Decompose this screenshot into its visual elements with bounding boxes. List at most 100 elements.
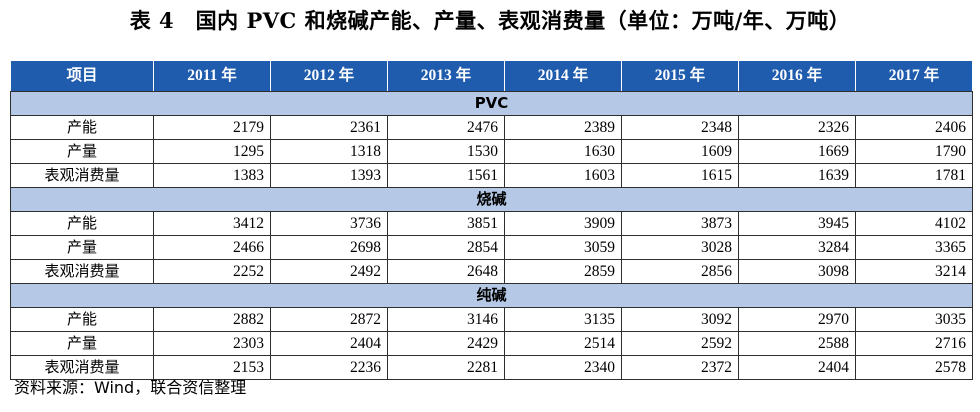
table-cell: 2492 (270, 259, 388, 284)
header-row: 项目 2011 年 2012 年 2013 年 2014 年 2015 年 20… (10, 60, 973, 92)
table-cell: 2648 (387, 259, 505, 284)
table-cell: 3736 (270, 211, 388, 236)
table-cell: 2856 (621, 259, 739, 284)
header-item: 项目 (10, 60, 154, 92)
capacity-table: 项目 2011 年 2012 年 2013 年 2014 年 2015 年 20… (10, 60, 973, 380)
header-year-2014: 2014 年 (504, 60, 622, 92)
table-cell: 1603 (504, 163, 622, 188)
table-cell: 2716 (855, 331, 973, 356)
table-row: 产量 2466 2698 2854 3059 3028 3284 3365 (10, 235, 973, 260)
table-cell: 3945 (738, 211, 856, 236)
table-cell: 2872 (270, 307, 388, 332)
row-label: 产量 (10, 331, 154, 356)
table-cell: 1615 (621, 163, 739, 188)
row-label: 产量 (10, 139, 154, 164)
table-cell: 2326 (738, 115, 856, 140)
header-year-2015: 2015 年 (621, 60, 739, 92)
data-table-container: 项目 2011 年 2012 年 2013 年 2014 年 2015 年 20… (10, 60, 973, 380)
table-cell: 2340 (504, 355, 622, 380)
section-label: 烧碱 (10, 187, 973, 212)
table-cell: 1609 (621, 139, 739, 164)
table-cell: 3098 (738, 259, 856, 284)
table-cell: 2698 (270, 235, 388, 260)
table-cell: 1781 (855, 163, 973, 188)
header-year-2017: 2017 年 (855, 60, 973, 92)
table-cell: 2859 (504, 259, 622, 284)
table-cell: 2281 (387, 355, 505, 380)
table-cell: 3035 (855, 307, 973, 332)
table-cell: 2592 (621, 331, 739, 356)
table-cell: 2588 (738, 331, 856, 356)
table-cell: 1561 (387, 163, 505, 188)
section-row-soda-ash: 纯碱 (10, 283, 973, 308)
table-cell: 2404 (270, 331, 388, 356)
table-cell: 2361 (270, 115, 388, 140)
table-cell: 2389 (504, 115, 622, 140)
table-cell: 4102 (855, 211, 973, 236)
section-label: PVC (10, 91, 973, 116)
table-cell: 2476 (387, 115, 505, 140)
table-title: 表 4 国内 PVC 和烧碱产能、产量、表观消费量（单位：万吨/年、万吨） (129, 8, 851, 33)
table-cell: 3851 (387, 211, 505, 236)
table-cell: 3059 (504, 235, 622, 260)
table-header: 项目 2011 年 2012 年 2013 年 2014 年 2015 年 20… (10, 60, 973, 92)
table-cell: 2882 (153, 307, 271, 332)
table-cell: 2252 (153, 259, 271, 284)
section-row-pvc: PVC (10, 91, 973, 116)
table-cell: 1630 (504, 139, 622, 164)
table-cell: 2404 (738, 355, 856, 380)
table-cell: 2514 (504, 331, 622, 356)
table-row: 产能 3412 3736 3851 3909 3873 3945 4102 (10, 211, 973, 236)
header-year-2013: 2013 年 (387, 60, 505, 92)
table-cell: 1318 (270, 139, 388, 164)
table-row: 产量 2303 2404 2429 2514 2592 2588 2716 (10, 331, 973, 356)
table-cell: 2970 (738, 307, 856, 332)
table-cell: 3135 (504, 307, 622, 332)
table-cell: 1669 (738, 139, 856, 164)
row-label: 产能 (10, 307, 154, 332)
table-cell: 3365 (855, 235, 973, 260)
table-cell: 2348 (621, 115, 739, 140)
table-row: 表观消费量 2252 2492 2648 2859 2856 3098 3214 (10, 259, 973, 284)
row-label: 产能 (10, 115, 154, 140)
row-label: 表观消费量 (10, 355, 154, 380)
table-cell: 3028 (621, 235, 739, 260)
table-cell: 1393 (270, 163, 388, 188)
section-row-caustic-soda: 烧碱 (10, 187, 973, 212)
table-cell: 3284 (738, 235, 856, 260)
table-cell: 2854 (387, 235, 505, 260)
table-cell: 1295 (153, 139, 271, 164)
row-label: 表观消费量 (10, 259, 154, 284)
table-cell: 2406 (855, 115, 973, 140)
row-label: 表观消费量 (10, 163, 154, 188)
table-cell: 2578 (855, 355, 973, 380)
table-cell: 3092 (621, 307, 739, 332)
table-cell: 3909 (504, 211, 622, 236)
row-label: 产量 (10, 235, 154, 260)
row-label: 产能 (10, 211, 154, 236)
table-cell: 1639 (738, 163, 856, 188)
table-cell: 3873 (621, 211, 739, 236)
table-row: 产能 2179 2361 2476 2389 2348 2326 2406 (10, 115, 973, 140)
table-row: 表观消费量 1383 1393 1561 1603 1615 1639 1781 (10, 163, 973, 188)
table-cell: 2429 (387, 331, 505, 356)
source-note: 资料来源：Wind，联合资信整理 (14, 378, 247, 397)
table-cell: 2372 (621, 355, 739, 380)
table-cell: 1383 (153, 163, 271, 188)
table-cell: 1790 (855, 139, 973, 164)
table-row: 表观消费量 2153 2236 2281 2340 2372 2404 2578 (10, 355, 973, 380)
table-cell: 3146 (387, 307, 505, 332)
table-cell: 2303 (153, 331, 271, 356)
table-cell: 2236 (270, 355, 388, 380)
table-cell: 3214 (855, 259, 973, 284)
table-cell: 3412 (153, 211, 271, 236)
table-cell: 2153 (153, 355, 271, 380)
table-cell: 2179 (153, 115, 271, 140)
header-year-2016: 2016 年 (738, 60, 856, 92)
header-year-2012: 2012 年 (270, 60, 388, 92)
table-cell: 2466 (153, 235, 271, 260)
table-body: PVC 产能 2179 2361 2476 2389 2348 2326 240… (10, 91, 973, 380)
header-year-2011: 2011 年 (153, 60, 271, 92)
table-row: 产能 2882 2872 3146 3135 3092 2970 3035 (10, 307, 973, 332)
table-cell: 1530 (387, 139, 505, 164)
